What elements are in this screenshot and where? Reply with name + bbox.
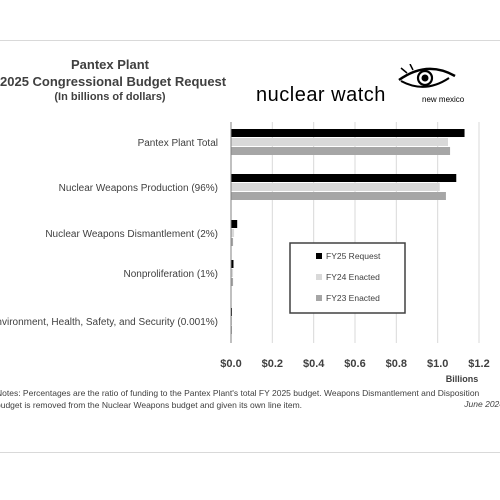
- footnote-date: June 2024: [464, 399, 500, 409]
- chart-title-block: Pantex Plant 2025 Congressional Budget R…: [0, 56, 227, 105]
- bar-fy23-enacted: [231, 278, 234, 286]
- x-tick-label: $0.4: [303, 358, 325, 370]
- bar-chart: Pantex Plant Total Nuclear Weapons Produc…: [0, 122, 490, 384]
- chart-title-line2: 2025 Congressional Budget Request: [0, 74, 227, 89]
- category-label: Nuclear Weapons Production (96%): [59, 183, 218, 194]
- bottom-rule: [0, 452, 500, 453]
- footnote-line2: budget is removed from the Nuclear Weapo…: [0, 400, 303, 410]
- bar-fy24-enacted: [231, 229, 235, 237]
- chart-legend: FY25 Request FY24 Enacted FY23 Enacted: [289, 242, 406, 314]
- logo-name: nuclear watch: [256, 84, 386, 106]
- legend-swatch: [316, 274, 322, 280]
- bar-fy24-enacted: [231, 183, 440, 191]
- chart-subtitle: (In billions of dollars): [54, 91, 166, 103]
- bar-fy25-request: [231, 129, 465, 137]
- nuclear-watch-logo: nuclear watch new mexico: [252, 64, 497, 109]
- eye-icon: [398, 64, 456, 88]
- x-axis-label: Billions: [446, 374, 479, 384]
- legend-swatch: [316, 295, 322, 301]
- legend-swatch: [316, 253, 322, 259]
- bar-fy24-enacted: [231, 269, 234, 277]
- bar-fy23-enacted: [231, 147, 451, 155]
- category-label: Nuclear Weapons Dismantlement (2%): [45, 229, 218, 240]
- legend-box: [289, 242, 406, 314]
- bar-fy25-request: [231, 260, 234, 268]
- bar-fy23-enacted: [231, 192, 446, 200]
- top-rule: [0, 40, 500, 41]
- bar-fy25-request: [231, 220, 238, 228]
- x-tick-label: $0.0: [220, 358, 241, 370]
- footnote-line1: Notes: Percentages are the ratio of fund…: [0, 388, 480, 398]
- chart-title: Pantex Plant: [70, 57, 150, 72]
- category-label: Pantex Plant Total: [138, 138, 218, 149]
- x-tick-label: $0.2: [262, 358, 283, 370]
- category-label: Nonproliferation (1%): [124, 269, 219, 280]
- x-tick-label: $1.0: [427, 358, 448, 370]
- x-tick-label: $0.6: [344, 358, 365, 370]
- legend-label: FY23 Enacted: [326, 293, 380, 303]
- footnote: Notes: Percentages are the ratio of fund…: [0, 387, 500, 411]
- x-tick-label: $1.2: [468, 358, 489, 370]
- logo-subtitle: new mexico: [422, 95, 465, 104]
- x-tick-label: $0.8: [386, 358, 407, 370]
- category-label: Environment, Health, Safety, and Securit…: [0, 317, 218, 328]
- bar-fy23-enacted: [231, 238, 234, 246]
- bar-fy25-request: [231, 174, 457, 182]
- bar-fy24-enacted: [231, 138, 448, 146]
- legend-label: FY25 Request: [326, 251, 381, 261]
- legend-label: FY24 Enacted: [326, 272, 380, 282]
